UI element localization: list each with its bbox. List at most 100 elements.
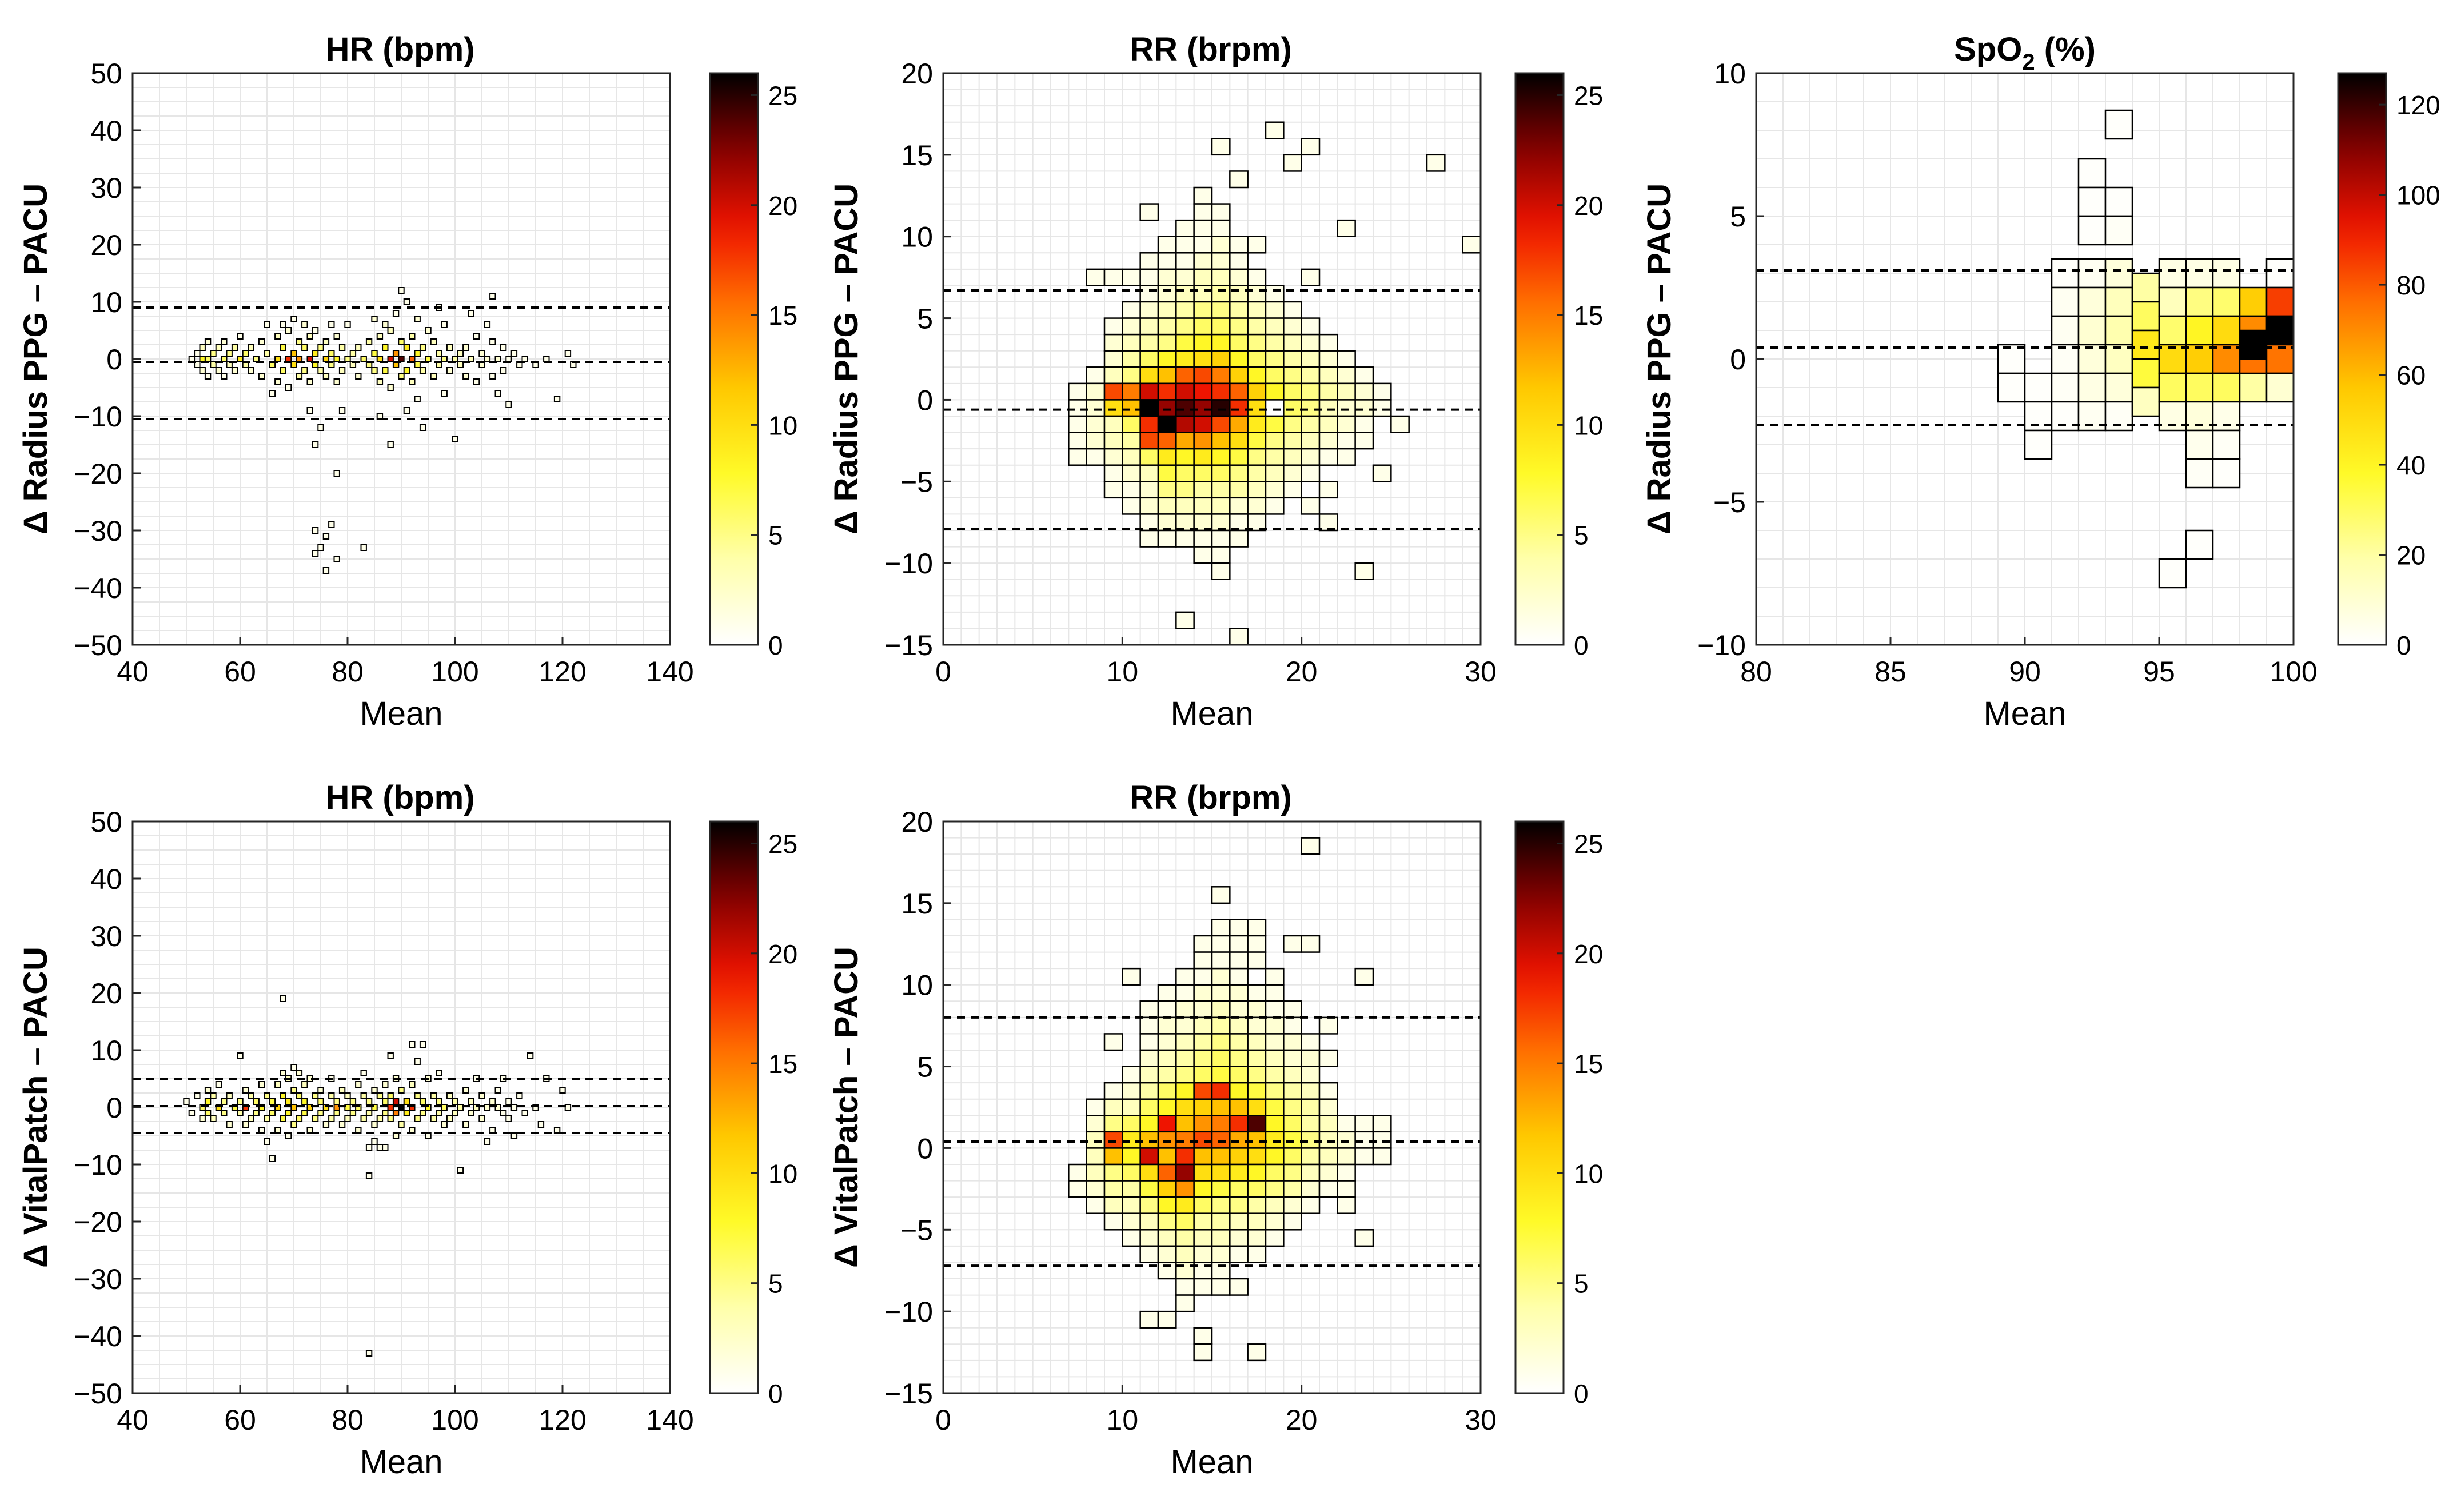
- heatmap-cell: [1193, 1115, 1213, 1133]
- heatmap-cell: [1265, 366, 1285, 385]
- heatmap-cell: [1086, 1147, 1106, 1166]
- heatmap-cell: [1175, 1294, 1195, 1312]
- heatmap-cell: [1337, 1180, 1356, 1198]
- colorbar-tick-label: 10: [768, 410, 797, 440]
- heatmap-cell: [1211, 1163, 1231, 1182]
- heatmap-cell: [419, 1110, 426, 1116]
- heatmap-cell: [2158, 286, 2187, 317]
- heatmap-cell: [1122, 1196, 1141, 1214]
- heatmap-cell: [1229, 529, 1249, 548]
- x-axis-label: Mean: [1170, 695, 1253, 732]
- heatmap-cell: [1193, 186, 1213, 205]
- heatmap-cell: [204, 373, 212, 380]
- heatmap-cell: [1122, 1212, 1141, 1231]
- heatmap-cell: [1193, 382, 1213, 401]
- heatmap-cell: [387, 327, 394, 334]
- heatmap-cell: [269, 1155, 276, 1162]
- heatmap-cell: [2131, 358, 2160, 389]
- heatmap-cell: [312, 327, 319, 334]
- heatmap-cell: [1283, 1066, 1302, 1084]
- colorbar-tick-label: 0: [768, 631, 783, 660]
- heatmap-cell: [296, 1115, 303, 1122]
- heatmap-cell: [1318, 1016, 1338, 1035]
- heatmap-cell: [1247, 1343, 1267, 1362]
- heatmap-cell: [1103, 415, 1123, 433]
- heatmap-cell: [1337, 448, 1356, 466]
- heatmap-cell: [2185, 372, 2214, 403]
- heatmap-cell: [1193, 301, 1213, 319]
- heatmap-cell: [306, 333, 313, 340]
- title-text: RR (brpm): [1130, 779, 1292, 816]
- y-tick-label: 0: [106, 1092, 122, 1124]
- heatmap-cell: [264, 1115, 270, 1122]
- x-tick-label: 85: [1874, 656, 1906, 688]
- heatmap-cell: [1229, 170, 1249, 189]
- heatmap-cell: [1301, 268, 1321, 286]
- heatmap-cell: [1301, 1066, 1321, 1084]
- heatmap-cell: [1372, 464, 1392, 482]
- heatmap-cell: [1229, 1245, 1249, 1263]
- cells: [1068, 121, 1482, 646]
- heatmap-cell: [1229, 919, 1249, 937]
- heatmap-cell: [1122, 1180, 1141, 1198]
- heatmap-cell: [1175, 399, 1195, 417]
- heatmap-cell: [1103, 1098, 1123, 1116]
- heatmap-cell: [1318, 415, 1338, 433]
- heatmap-cell: [1337, 1147, 1356, 1166]
- heatmap-cell: [1157, 285, 1177, 303]
- heatmap-cell: [2077, 315, 2107, 346]
- heatmap-cell: [1229, 415, 1249, 433]
- heatmap-cell: [387, 356, 394, 362]
- heatmap-cell: [290, 350, 297, 357]
- heatmap-cell: [1139, 1033, 1159, 1051]
- heatmap-cell: [1337, 399, 1356, 417]
- heatmap-cell: [1211, 236, 1231, 254]
- heatmap-cell: [1086, 415, 1106, 433]
- heatmap-cell: [248, 1115, 254, 1122]
- heatmap-cell: [1283, 1212, 1302, 1231]
- heatmap-cell: [1265, 1131, 1285, 1149]
- heatmap-cell: [1139, 1000, 1159, 1019]
- heatmap-cell: [1318, 333, 1338, 352]
- heatmap-cell: [1157, 1310, 1177, 1329]
- heatmap-cell: [1103, 399, 1123, 417]
- heatmap-cell: [1265, 399, 1285, 417]
- heatmap-cell: [338, 367, 346, 374]
- heatmap-cell: [1265, 1229, 1285, 1247]
- x-tick-label: 120: [539, 1404, 586, 1436]
- heatmap-cell: [360, 1115, 367, 1122]
- y-tick-label: 0: [917, 384, 933, 416]
- heatmap-cell: [1229, 268, 1249, 286]
- heatmap-cell: [2158, 315, 2187, 346]
- heatmap-cell: [1283, 154, 1302, 172]
- heatmap-cell: [1122, 481, 1141, 499]
- heatmap-cell: [462, 373, 469, 380]
- heatmap-cell: [1157, 1066, 1177, 1084]
- heatmap-cell: [1247, 432, 1267, 450]
- heatmap-cell: [398, 1121, 405, 1128]
- heatmap-cell: [1139, 497, 1159, 515]
- heatmap-cell: [1283, 1016, 1302, 1035]
- x-tick-label: 60: [224, 656, 256, 688]
- heatmap-cell: [1354, 1131, 1374, 1149]
- heatmap-cell: [1122, 1098, 1141, 1116]
- heatmap-cell: [183, 1098, 190, 1105]
- heatmap-cell: [360, 544, 367, 551]
- heatmap-cell: [290, 1121, 297, 1128]
- heatmap-cell: [1175, 1000, 1195, 1019]
- heatmap-cell: [1301, 448, 1321, 466]
- heatmap-cell: [1157, 1229, 1177, 1247]
- heatmap-cell: [237, 333, 244, 340]
- heatmap-cell: [1265, 285, 1285, 303]
- heatmap-cell: [1193, 1245, 1213, 1263]
- heatmap-cell: [392, 310, 400, 317]
- heatmap-cell: [1247, 301, 1267, 319]
- heatmap-cell: [1193, 1049, 1213, 1067]
- heatmap-cell: [1265, 497, 1285, 515]
- heatmap-cell: [1247, 1196, 1267, 1214]
- heatmap-cell: [2051, 401, 2080, 432]
- heatmap-cell: [1122, 464, 1141, 482]
- heatmap-cell: [1301, 1082, 1321, 1100]
- heatmap-cell: [1157, 464, 1177, 482]
- heatmap-cell: [1122, 448, 1141, 466]
